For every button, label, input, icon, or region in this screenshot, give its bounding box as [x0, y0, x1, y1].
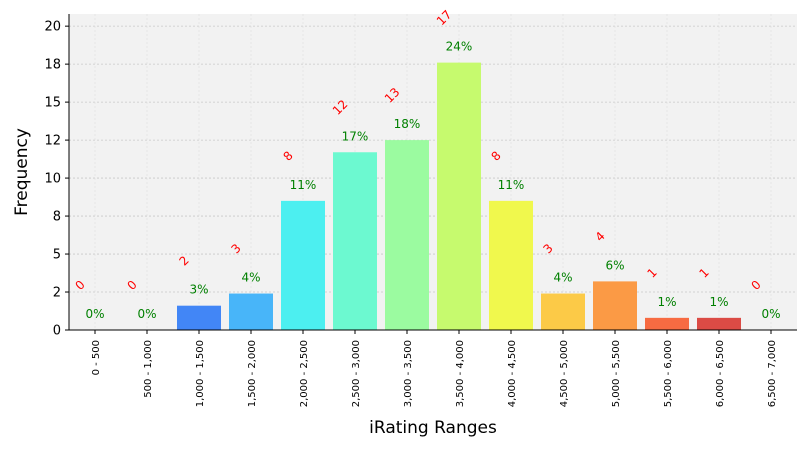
bar [541, 293, 585, 330]
x-tick-label: 3,500 - 4,000 [455, 340, 466, 407]
y-tick-label: 18 [44, 58, 61, 73]
percent-label: 4% [241, 271, 260, 285]
x-tick-label: 2,500 - 3,000 [351, 340, 362, 407]
percent-label: 11% [498, 178, 525, 192]
bar [281, 200, 325, 330]
bar [645, 317, 689, 330]
x-axis-ticks: 0 - 500 500 - 1,000 1,000 - 1,500 1,500 - 2… [91, 330, 778, 407]
x-tick-label: 4,000 - 4,500 [507, 340, 518, 407]
y-tick-label: 0 [53, 324, 61, 339]
x-tick-label: 6,000 - 6,500 [715, 340, 726, 407]
percent-label: 1% [709, 295, 728, 309]
x-tick-label: 5,500 - 6,000 [663, 340, 674, 407]
bar [385, 140, 429, 330]
y-tick-label: 20 [44, 20, 61, 35]
y-tick-label: 12 [44, 134, 61, 149]
x-tick-label: 500 - 1,000 [143, 340, 154, 398]
percent-label: 3% [189, 283, 208, 297]
percent-label: 1% [657, 295, 676, 309]
y-tick-label: 10 [44, 172, 61, 187]
percent-label: 11% [290, 178, 317, 192]
bar-labels: 0%00%0 3%24%311%817%1218%1324%1711%84%36%… [73, 7, 781, 321]
percent-label: 0% [137, 307, 156, 321]
percent-label: 4% [553, 271, 572, 285]
x-tick-label: 2,000 - 2,500 [299, 340, 310, 407]
bar [229, 293, 273, 330]
bar [593, 281, 637, 330]
bar [697, 317, 741, 330]
percent-label: 0% [761, 307, 780, 321]
x-tick-label: 5,000 - 5,500 [611, 340, 622, 407]
y-tick-label: 5 [53, 248, 61, 263]
x-tick-label: 0 - 500 [91, 340, 102, 375]
percent-label: 18% [394, 117, 421, 131]
bar [177, 305, 221, 330]
y-tick-label: 2 [53, 286, 61, 301]
percent-label: 17% [342, 129, 369, 143]
y-axis-title: Frequency [12, 128, 32, 216]
x-tick-label: 4,500 - 5,000 [559, 340, 570, 407]
bars [177, 62, 741, 330]
y-tick-label: 15 [44, 96, 61, 111]
x-tick-label: 1,000 - 1,500 [195, 340, 206, 407]
x-axis-title: iRating Ranges [369, 418, 497, 438]
x-tick-label: 3,000 - 3,500 [403, 340, 414, 407]
percent-label: 24% [446, 40, 473, 54]
x-tick-label: 1,500 - 2,000 [247, 340, 258, 407]
plot-area [69, 14, 797, 330]
percent-label: 6% [605, 258, 624, 272]
y-axis-ticks: 0 2 5 8 10 12 15 18 20 [44, 20, 69, 339]
y-tick-label: 8 [53, 210, 61, 225]
bar [437, 62, 481, 330]
x-tick-label: 6,500 - 7,000 [767, 340, 778, 407]
bar [489, 200, 533, 330]
percent-label: 0% [85, 307, 104, 321]
bar [333, 152, 377, 330]
